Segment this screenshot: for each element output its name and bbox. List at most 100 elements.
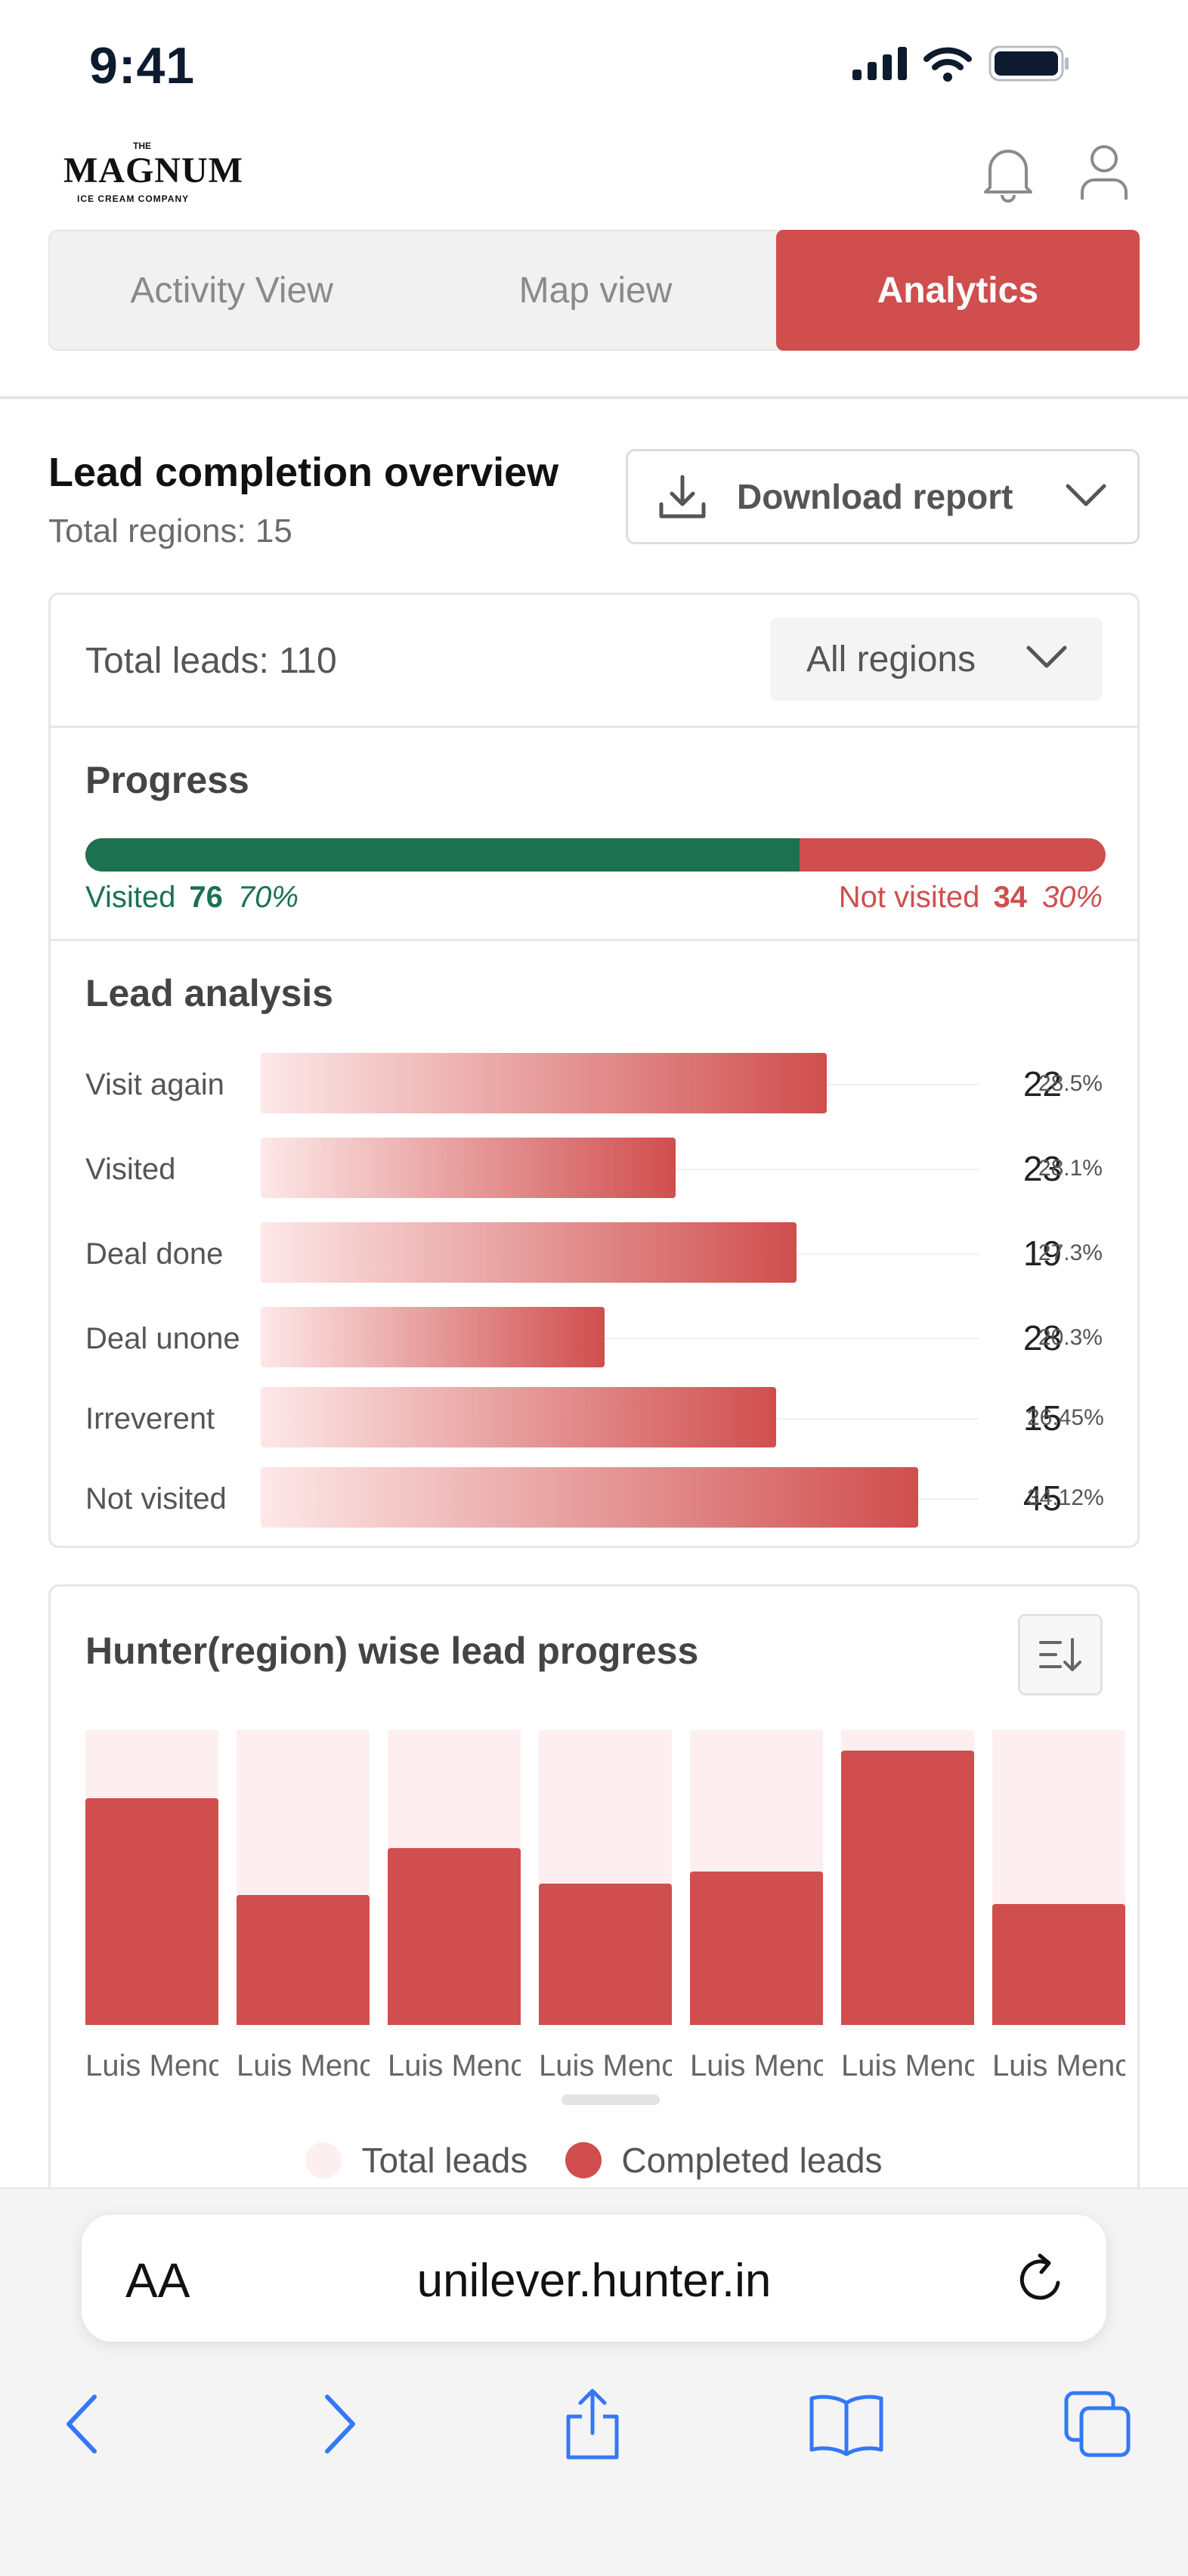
lead-row-count: 15 <box>1022 1398 1062 1438</box>
total-leads-bar[interactable] <box>85 1730 218 2025</box>
total-leads-bar[interactable] <box>388 1730 521 2025</box>
total-leads-bar[interactable] <box>237 1730 370 2025</box>
completed-leads-bar[interactable] <box>690 1872 823 2025</box>
lead-row-label: Not visited <box>85 1482 227 1516</box>
tab-activity-view[interactable]: Activity View <box>130 270 333 311</box>
lead-row-label: Deal unone <box>85 1322 240 1355</box>
browser-chrome: AA unilever.hunter.in <box>0 2187 1188 2576</box>
completed-leads-bar[interactable] <box>841 1751 974 2025</box>
progress-fill-visited <box>85 838 800 872</box>
download-icon <box>659 475 706 519</box>
progress-section: Progress Visited 76 70% Not visited 34 30% <box>51 728 1137 941</box>
lead-row-bar <box>261 1307 605 1367</box>
tabs-button[interactable] <box>1052 2382 1143 2466</box>
not-visited-label: Not visited <box>838 881 980 914</box>
lead-row-label: Visit again <box>85 1068 224 1101</box>
total-leads-bar[interactable] <box>992 1730 1125 2025</box>
lead-row: Visited 23 28.1% <box>51 1138 1137 1201</box>
battery-icon <box>988 45 1069 82</box>
chart-scroll-indicator[interactable] <box>562 2095 660 2105</box>
lead-row-count: 19 <box>1022 1234 1062 1273</box>
lead-row-pct: 28.5% <box>1038 1071 1103 1096</box>
bookmarks-button[interactable] <box>801 2382 892 2466</box>
completed-leads-bar[interactable] <box>992 1904 1125 2025</box>
download-report-button[interactable]: Download report <box>626 449 1140 544</box>
wifi-icon <box>923 47 972 82</box>
status-icons <box>852 45 1070 82</box>
share-icon <box>566 2389 619 2460</box>
legend-total-label: Total leads <box>361 2141 528 2180</box>
visited-summary: Visited 76 70% <box>85 881 299 915</box>
download-report-label: Download report <box>737 477 1013 516</box>
lead-analysis-section: Lead analysis Visit again 22 28.5% Visit… <box>51 941 1137 1546</box>
not-visited-pct: 30% <box>1041 881 1103 914</box>
completed-leads-bar[interactable] <box>85 1798 218 2025</box>
total-regions: Total regions: 15 <box>48 512 292 550</box>
forward-button[interactable] <box>295 2382 385 2466</box>
completed-leads-bar[interactable] <box>237 1895 370 2025</box>
lead-row: Deal unone 28 20.3% <box>51 1307 1137 1370</box>
lead-row: Irreverent 15 26.45% <box>51 1387 1137 1451</box>
lead-row-bar <box>261 1387 776 1447</box>
lead-row-count: 28 <box>1022 1318 1062 1358</box>
not-visited-summary: Not visited 34 30% <box>839 881 1103 915</box>
tab-analytics[interactable]: Analytics <box>775 230 1140 351</box>
bell-icon[interactable] <box>979 142 1037 203</box>
cellular-signal-icon <box>852 47 907 80</box>
user-icon[interactable] <box>1078 142 1131 203</box>
x-tick-label: Luis Menc <box>690 2049 823 2082</box>
back-button[interactable] <box>36 2382 127 2466</box>
lead-row-bar <box>261 1138 676 1198</box>
logo-sub: ICE CREAM COMPANY <box>77 194 190 204</box>
legend-completed-label: Completed leads <box>621 2141 883 2180</box>
completed-leads-bar[interactable] <box>388 1848 521 2025</box>
x-tick-label: Luis Menc <box>992 2049 1125 2082</box>
lead-row-pct: 20.3% <box>1038 1325 1103 1350</box>
x-tick-label: Luis Menc <box>841 2049 974 2082</box>
magnum-logo[interactable]: THE MAGNUM ICE CREAM COMPANY <box>60 141 243 209</box>
lead-row-pct: 28.1% <box>1038 1156 1103 1181</box>
tab-map-view[interactable]: Map view <box>518 270 673 311</box>
lead-row-label: Irreverent <box>85 1402 215 1435</box>
share-button[interactable] <box>547 2382 638 2466</box>
lead-row-pct: 26.45% <box>1027 1405 1104 1430</box>
lead-row-bar <box>261 1222 797 1283</box>
reload-icon[interactable] <box>1013 2249 1070 2310</box>
lead-row-pct: 27.3% <box>1038 1240 1103 1265</box>
hunter-progress-card: Hunter(region) wise lead progress Luis M… <box>48 1584 1140 2234</box>
total-leads-bar[interactable] <box>841 1730 974 2025</box>
lead-row-label: Deal done <box>85 1237 224 1271</box>
book-icon <box>809 2395 883 2456</box>
browser-toolbar <box>0 2367 1188 2466</box>
url-text[interactable]: unilever.hunter.in <box>416 2255 772 2307</box>
x-tick-label: Luis Menc <box>539 2049 672 2082</box>
sort-icon <box>1039 1638 1081 1671</box>
lead-analysis-title: Lead analysis <box>85 972 333 1014</box>
lead-row-bar <box>261 1467 918 1528</box>
legend-total-leads: Total leads <box>305 2140 527 2181</box>
sort-button[interactable] <box>1018 1614 1103 1695</box>
x-tick-label: Luis Menc <box>237 2049 370 2082</box>
status-bar: 9:41 <box>0 0 1188 113</box>
tabs-icon <box>1064 2391 1131 2457</box>
region-filter-select[interactable]: All regions <box>770 618 1103 701</box>
lead-row-count: 45 <box>1022 1478 1062 1518</box>
visited-pct: 70% <box>237 881 299 914</box>
progress-bar <box>85 838 1106 872</box>
lead-row-bar <box>261 1053 827 1113</box>
total-leads-bar[interactable] <box>539 1730 672 2025</box>
visited-count: 76 <box>189 881 223 914</box>
lead-row-count: 22 <box>1022 1064 1062 1104</box>
lead-row-label: Visited <box>85 1153 176 1186</box>
progress-title: Progress <box>85 759 249 801</box>
completed-leads-bar[interactable] <box>539 1884 672 2025</box>
status-time: 9:41 <box>89 37 196 94</box>
text-size-button[interactable]: AA <box>125 2253 190 2308</box>
address-bar[interactable]: AA unilever.hunter.in <box>82 2215 1106 2342</box>
chart-legend: Total leads Completed leads <box>51 2140 1137 2181</box>
visited-label: Visited <box>85 881 176 914</box>
legend-completed-leads: Completed leads <box>565 2140 883 2181</box>
chevron-left-icon <box>67 2395 97 2454</box>
total-leads-bar[interactable] <box>690 1730 823 2025</box>
hunter-progress-title: Hunter(region) wise lead progress <box>85 1630 699 1672</box>
